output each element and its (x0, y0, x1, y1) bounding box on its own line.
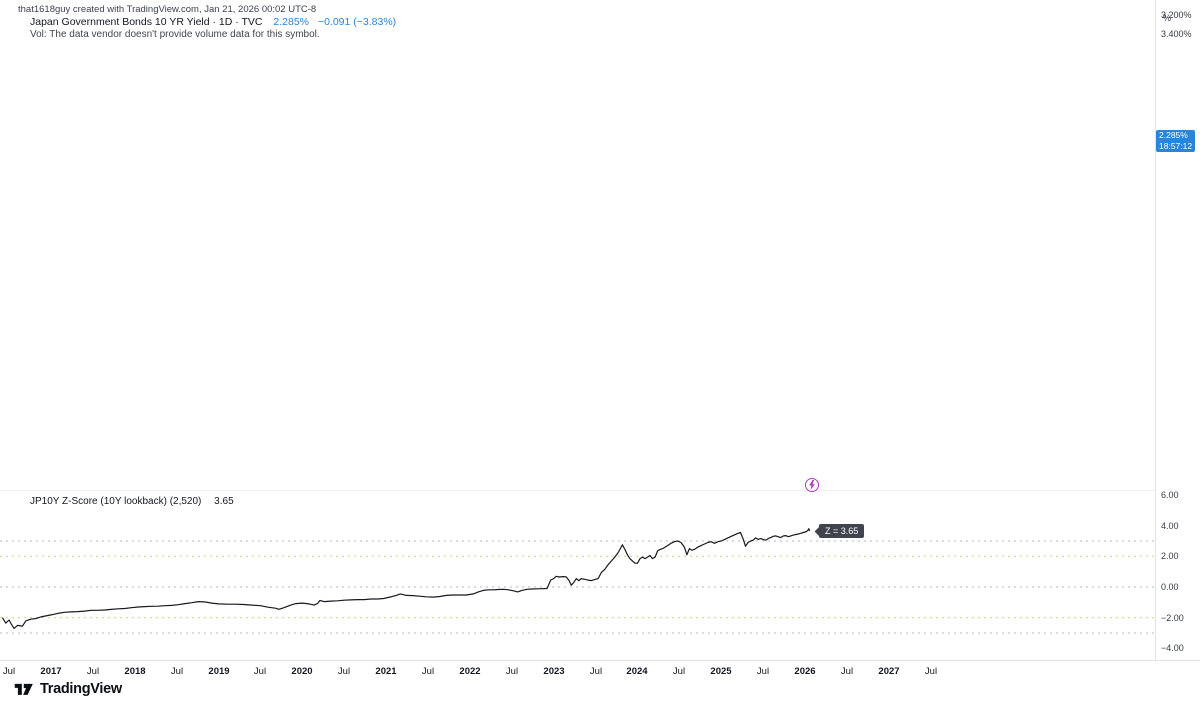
time-scale-tick: Jul (170, 666, 184, 677)
volume-note: Vol: The data vendor doesn't provide vol… (30, 29, 320, 40)
time-scale-tick: 2019 (208, 666, 230, 677)
chart-plot-area[interactable] (0, 0, 1200, 660)
time-scale-tick: Jul (2, 666, 16, 677)
price-scale-tick: 6.00 (1161, 490, 1179, 500)
price-scale-tick: 3.400% (1161, 29, 1192, 39)
jp10y-zscore-pane (0, 528, 1155, 634)
time-scale-tick: Jul (505, 666, 519, 677)
realtime-data-icon[interactable] (805, 478, 819, 492)
time-scale-tick: Jul (86, 666, 100, 677)
tradingview-logo-mark (14, 683, 33, 695)
time-scale-tick: Jul (253, 666, 267, 677)
pane-separator[interactable] (0, 490, 1155, 491)
zscore-value-label: Z = 3.65 (819, 524, 865, 538)
time-scale-tick: Jul (589, 666, 603, 677)
price-change-value: −0.091 (−3.83%) (317, 16, 397, 28)
time-scale-tick: 2020 (291, 666, 313, 677)
time-scale-tick: Jul (756, 666, 770, 677)
time-scale-tick: Jul (421, 666, 435, 677)
price-scale-tick: 2.00 (1161, 551, 1179, 561)
indicator-title[interactable]: JP10Y Z-Score (10Y lookback) (2,520) (30, 496, 202, 507)
time-scale-tick: 2018 (124, 666, 146, 677)
tradingview-logo[interactable]: TradingView (12, 681, 122, 697)
badge-price: 2.285% (1159, 130, 1188, 140)
time-scale-tick: Jul (924, 666, 938, 677)
time-scale-tick: 2027 (878, 666, 900, 677)
price-scale-tick: 0.00 (1161, 582, 1179, 592)
indicator-legend[interactable]: JP10Y Z-Score (10Y lookback) (2,520) 3.6… (30, 496, 234, 507)
time-scale-tick: 2026 (794, 666, 816, 677)
zscore-line (1, 528, 811, 630)
tradingview-logo-text: TradingView (40, 681, 122, 697)
time-scale-tick: 2023 (543, 666, 565, 677)
time-scale-tick: 2025 (710, 666, 732, 677)
price-scale-tick: 3.000% (1161, 0, 1192, 2)
time-scale-tick: 2022 (459, 666, 481, 677)
attribution-text: that1618guy created with TradingView.com… (18, 4, 317, 15)
time-scale-tick: 2021 (375, 666, 397, 677)
badge-time: 18:57:12 (1159, 141, 1193, 151)
time-scale-tick: 2017 (40, 666, 62, 677)
last-price-badge: 2.285% 18:57:12 (1156, 130, 1195, 152)
price-scale-tick: −2.00 (1161, 613, 1184, 623)
last-price-value: 2.285% (273, 16, 310, 28)
price-scale-unit: % (1163, 13, 1172, 23)
symbol-legend[interactable]: Japan Government Bonds 10 YR Yield · 1D … (30, 16, 396, 28)
time-scale-tick: 2024 (626, 666, 648, 677)
symbol-title[interactable]: Japan Government Bonds 10 YR Yield · 1D … (30, 16, 263, 28)
lightning-bolt-icon (809, 480, 815, 490)
price-scale-tick: 4.00 (1161, 521, 1179, 531)
indicator-value: 3.65 (214, 496, 234, 507)
time-scale-tick: Jul (840, 666, 854, 677)
price-scale-tick: −4.00 (1161, 643, 1184, 653)
time-scale-tick: Jul (672, 666, 686, 677)
time-scale-tick: Jul (337, 666, 351, 677)
price-scale-tick: 3.200% (1161, 10, 1192, 20)
time-scale-border (0, 660, 1200, 661)
price-scale-border (1155, 0, 1156, 660)
